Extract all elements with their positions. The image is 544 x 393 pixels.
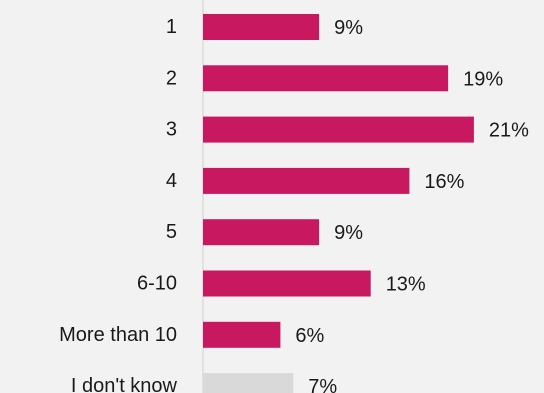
category-label-5: 6-10 bbox=[137, 273, 177, 295]
category-label-2: 3 bbox=[166, 119, 177, 141]
bar-7 bbox=[203, 373, 294, 393]
bar-2 bbox=[203, 116, 474, 143]
value-label-6: 6% bbox=[295, 325, 324, 347]
category-label-3: 4 bbox=[166, 170, 177, 192]
value-label-3: 16% bbox=[424, 171, 464, 193]
bar-4 bbox=[203, 219, 320, 246]
value-label-2: 21% bbox=[489, 120, 529, 142]
value-labels-group: 9% 19% 21% 16% 9% 13% 6% 7% bbox=[295, 17, 529, 393]
bar-6 bbox=[203, 321, 281, 348]
category-label-6: More than 10 bbox=[59, 324, 177, 346]
category-label-0: 1 bbox=[166, 16, 177, 38]
bar-1 bbox=[203, 65, 449, 92]
category-label-7: I don't know bbox=[71, 375, 178, 393]
category-label-1: 2 bbox=[166, 67, 177, 89]
category-labels-group: 1 2 3 4 5 6-10 More than 10 I don't know bbox=[59, 16, 177, 393]
value-label-4: 9% bbox=[334, 222, 363, 244]
bar-3 bbox=[203, 167, 410, 194]
value-label-5: 13% bbox=[386, 274, 426, 296]
bar-5 bbox=[203, 270, 371, 297]
value-label-7: 7% bbox=[308, 376, 337, 393]
bar-0 bbox=[203, 14, 320, 40]
value-label-1: 19% bbox=[463, 68, 503, 90]
bars-group bbox=[203, 14, 474, 393]
category-label-4: 5 bbox=[166, 221, 177, 243]
value-label-0: 9% bbox=[334, 17, 363, 39]
